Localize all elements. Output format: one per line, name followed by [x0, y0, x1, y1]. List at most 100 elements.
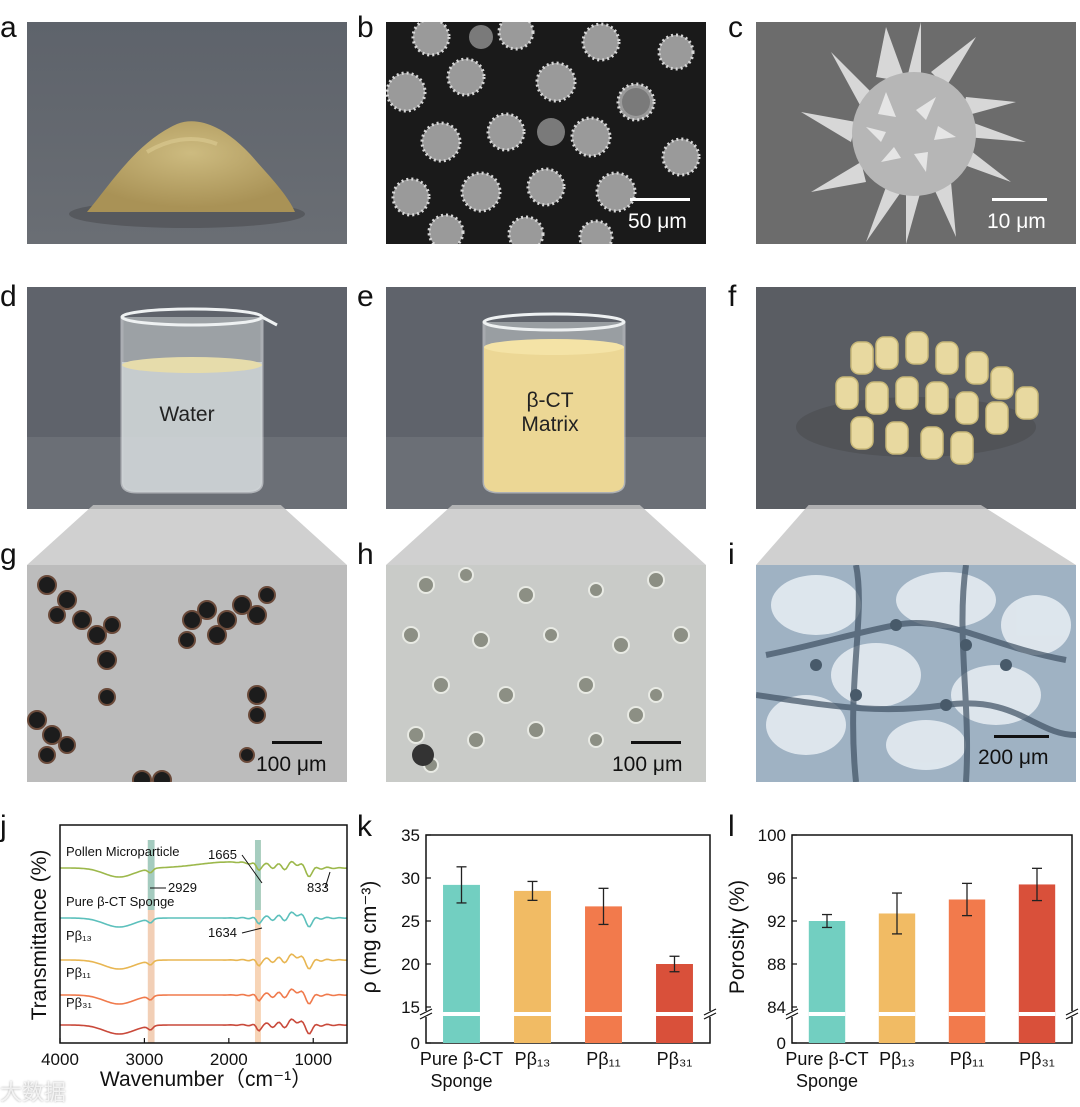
- porosity-ytick-label-0: 0: [777, 1034, 786, 1053]
- porosity-bar-3: [1018, 884, 1056, 1043]
- density-ytick-label-0: 0: [411, 1034, 420, 1053]
- water-beaker-photo: [27, 287, 347, 509]
- ftir-annotation-833: 833: [307, 880, 329, 895]
- sponge-cylinders-photo: [756, 287, 1076, 509]
- ftir-series-labels: Pollen Microparticle Pure β-CT Sponge Pβ₁₃…: [66, 844, 179, 1010]
- porosity-bar-2: [948, 899, 986, 1043]
- ftir-tick-label-2000: 2000: [210, 1050, 248, 1069]
- panel-label-j: j: [0, 810, 7, 843]
- density-y-axis-label: ρ (mg cm⁻³): [358, 881, 381, 994]
- porosity-bar-1: [878, 913, 916, 1043]
- panel-label-h: h: [357, 538, 374, 571]
- density-axis-gap-0: [419, 1011, 433, 1017]
- band-1650-top: [254, 840, 261, 910]
- porosity-break-b-1: [1065, 1012, 1079, 1020]
- density-category-3-0: Pβ₃₁: [657, 1049, 693, 1069]
- ftir-x-ticks: 4000 3000 2000 1000: [41, 1038, 332, 1069]
- porosity-ytick-label-96: 96: [767, 869, 786, 888]
- density-break-a-0: [419, 1008, 433, 1016]
- porosity-ytick-label-88: 88: [767, 955, 786, 974]
- panel-label-g: g: [0, 538, 17, 571]
- sem-single-pollen: [756, 22, 1076, 244]
- scalebar-label-h: 100 μm: [612, 753, 683, 776]
- ftir-y-axis-label: Transmittance (%): [28, 850, 51, 1021]
- matrix-label-line2: Matrix: [521, 413, 579, 437]
- porosity-bar-0: [808, 921, 846, 1043]
- porosity-ytick-label-100: 100: [758, 826, 786, 845]
- porosity-bar-break-2: [948, 1012, 986, 1016]
- density-break-b-0: [419, 1012, 433, 1020]
- density-category-0-0: Pure β-CT: [420, 1049, 503, 1069]
- scalebar-label-c: 10 μm: [987, 210, 1046, 233]
- watermark-text: 大数据: [0, 1080, 67, 1105]
- porosity-bar-chart: Porosity (%) Pure β-CT Sponge Pβ₁₃ Pβ₁₁ Pβ₃₁…: [722, 820, 1080, 1105]
- ftir-annotation-1634: 1634: [208, 925, 237, 940]
- density-bar-0: [443, 884, 480, 1043]
- density-bar-break-0: [443, 1012, 480, 1016]
- density-frame: [425, 834, 711, 1044]
- ftir-annotation-2929: 2929: [168, 880, 197, 895]
- porosity-axis-gap-1: [1065, 1011, 1079, 1017]
- optical-micrograph-water: [27, 565, 347, 782]
- density-category-2-0: Pβ₁₁: [586, 1049, 621, 1069]
- density-category-0-1: Sponge: [430, 1071, 492, 1091]
- ftir-annotation-arrow-833: [324, 871, 331, 889]
- density-bar-2: [585, 906, 622, 1043]
- ftir-series-label-1: Pure β-CT Sponge: [66, 894, 174, 909]
- porosity-category-0-1: Sponge: [796, 1071, 858, 1091]
- panel-label-b: b: [357, 11, 374, 44]
- ftir-x-axis-label: Wavenumber（cm⁻¹）: [100, 1068, 312, 1091]
- panel-label-e: e: [357, 280, 374, 313]
- density-bar-chart: ρ (mg cm⁻³) Pure β-CT Sponge Pβ₁₃ Pβ₁₁ Pβ₃₁ 0…: [356, 820, 718, 1105]
- pollen-powder-photo: [27, 22, 347, 244]
- porosity-break-a-0: [785, 1008, 799, 1016]
- ftir-annotations: 2929 1665 833 1634: [150, 847, 331, 940]
- panel-label-i: i: [728, 538, 735, 571]
- density-bar-break-3: [656, 1012, 693, 1016]
- density-axis-gap-1: [703, 1011, 717, 1017]
- porosity-break-b-0: [785, 1012, 799, 1020]
- panel-label-l: l: [728, 810, 735, 843]
- ftir-tick-label-3000: 3000: [125, 1050, 163, 1069]
- porosity-ytick-label-84: 84: [767, 998, 786, 1017]
- density-bar-1: [514, 890, 551, 1043]
- porosity-bar-break-0: [808, 1012, 846, 1016]
- matrix-label-line1: β-CT: [526, 389, 574, 412]
- porosity-break-a-1: [1065, 1008, 1079, 1016]
- density-bar-break-1: [514, 1012, 551, 1016]
- density-break-a-1: [703, 1008, 717, 1016]
- density-ytick-label-30: 30: [401, 869, 420, 888]
- porosity-y-axis-label: Porosity (%): [726, 880, 749, 994]
- porosity-bar-break-1: [878, 1012, 916, 1016]
- ftir-curve-3: [60, 988, 348, 1005]
- band-2929: [147, 840, 155, 1043]
- ftir-frame: [59, 824, 348, 1044]
- scalebar-label-b: 50 μm: [628, 210, 687, 233]
- density-ytick-label-25: 25: [401, 912, 420, 931]
- optical-micrograph-matrix: [386, 565, 706, 782]
- ftir-annotation-arrow-1634: [241, 927, 263, 934]
- porosity-axis-gap-0: [785, 1011, 799, 1017]
- band-1650: [254, 840, 261, 1043]
- zoom-connectors: [27, 505, 1076, 565]
- density-ytick-label-35: 35: [401, 826, 420, 845]
- porosity-category-0-0: Pure β-CT: [785, 1049, 868, 1069]
- sem-pollen-field: [386, 22, 706, 244]
- porosity-ytick-label-92: 92: [767, 912, 786, 931]
- ftir-series-label-4: Pβ₃₁: [66, 995, 92, 1010]
- density-ytick-label-20: 20: [401, 955, 420, 974]
- ftir-tick-label-1000: 1000: [294, 1050, 332, 1069]
- matrix-beaker-photo: [386, 287, 706, 509]
- porosity-category-3-0: Pβ₃₁: [1019, 1049, 1055, 1069]
- band-2929-top: [147, 840, 155, 910]
- density-ytick-label-15: 15: [401, 998, 420, 1017]
- density-bar-3: [656, 964, 693, 1043]
- ftir-annotation-1665: 1665: [208, 847, 237, 862]
- ftir-series-label-2: Pβ₁₃: [66, 928, 92, 943]
- ftir-curve-4: [60, 1018, 348, 1035]
- porosity-bar-break-3: [1018, 1012, 1056, 1016]
- ftir-svg: 4000 3000 2000 1000 Pollen Microparticle Pur…: [28, 824, 348, 1091]
- ftir-series-label-3: Pβ₁₁: [66, 965, 92, 980]
